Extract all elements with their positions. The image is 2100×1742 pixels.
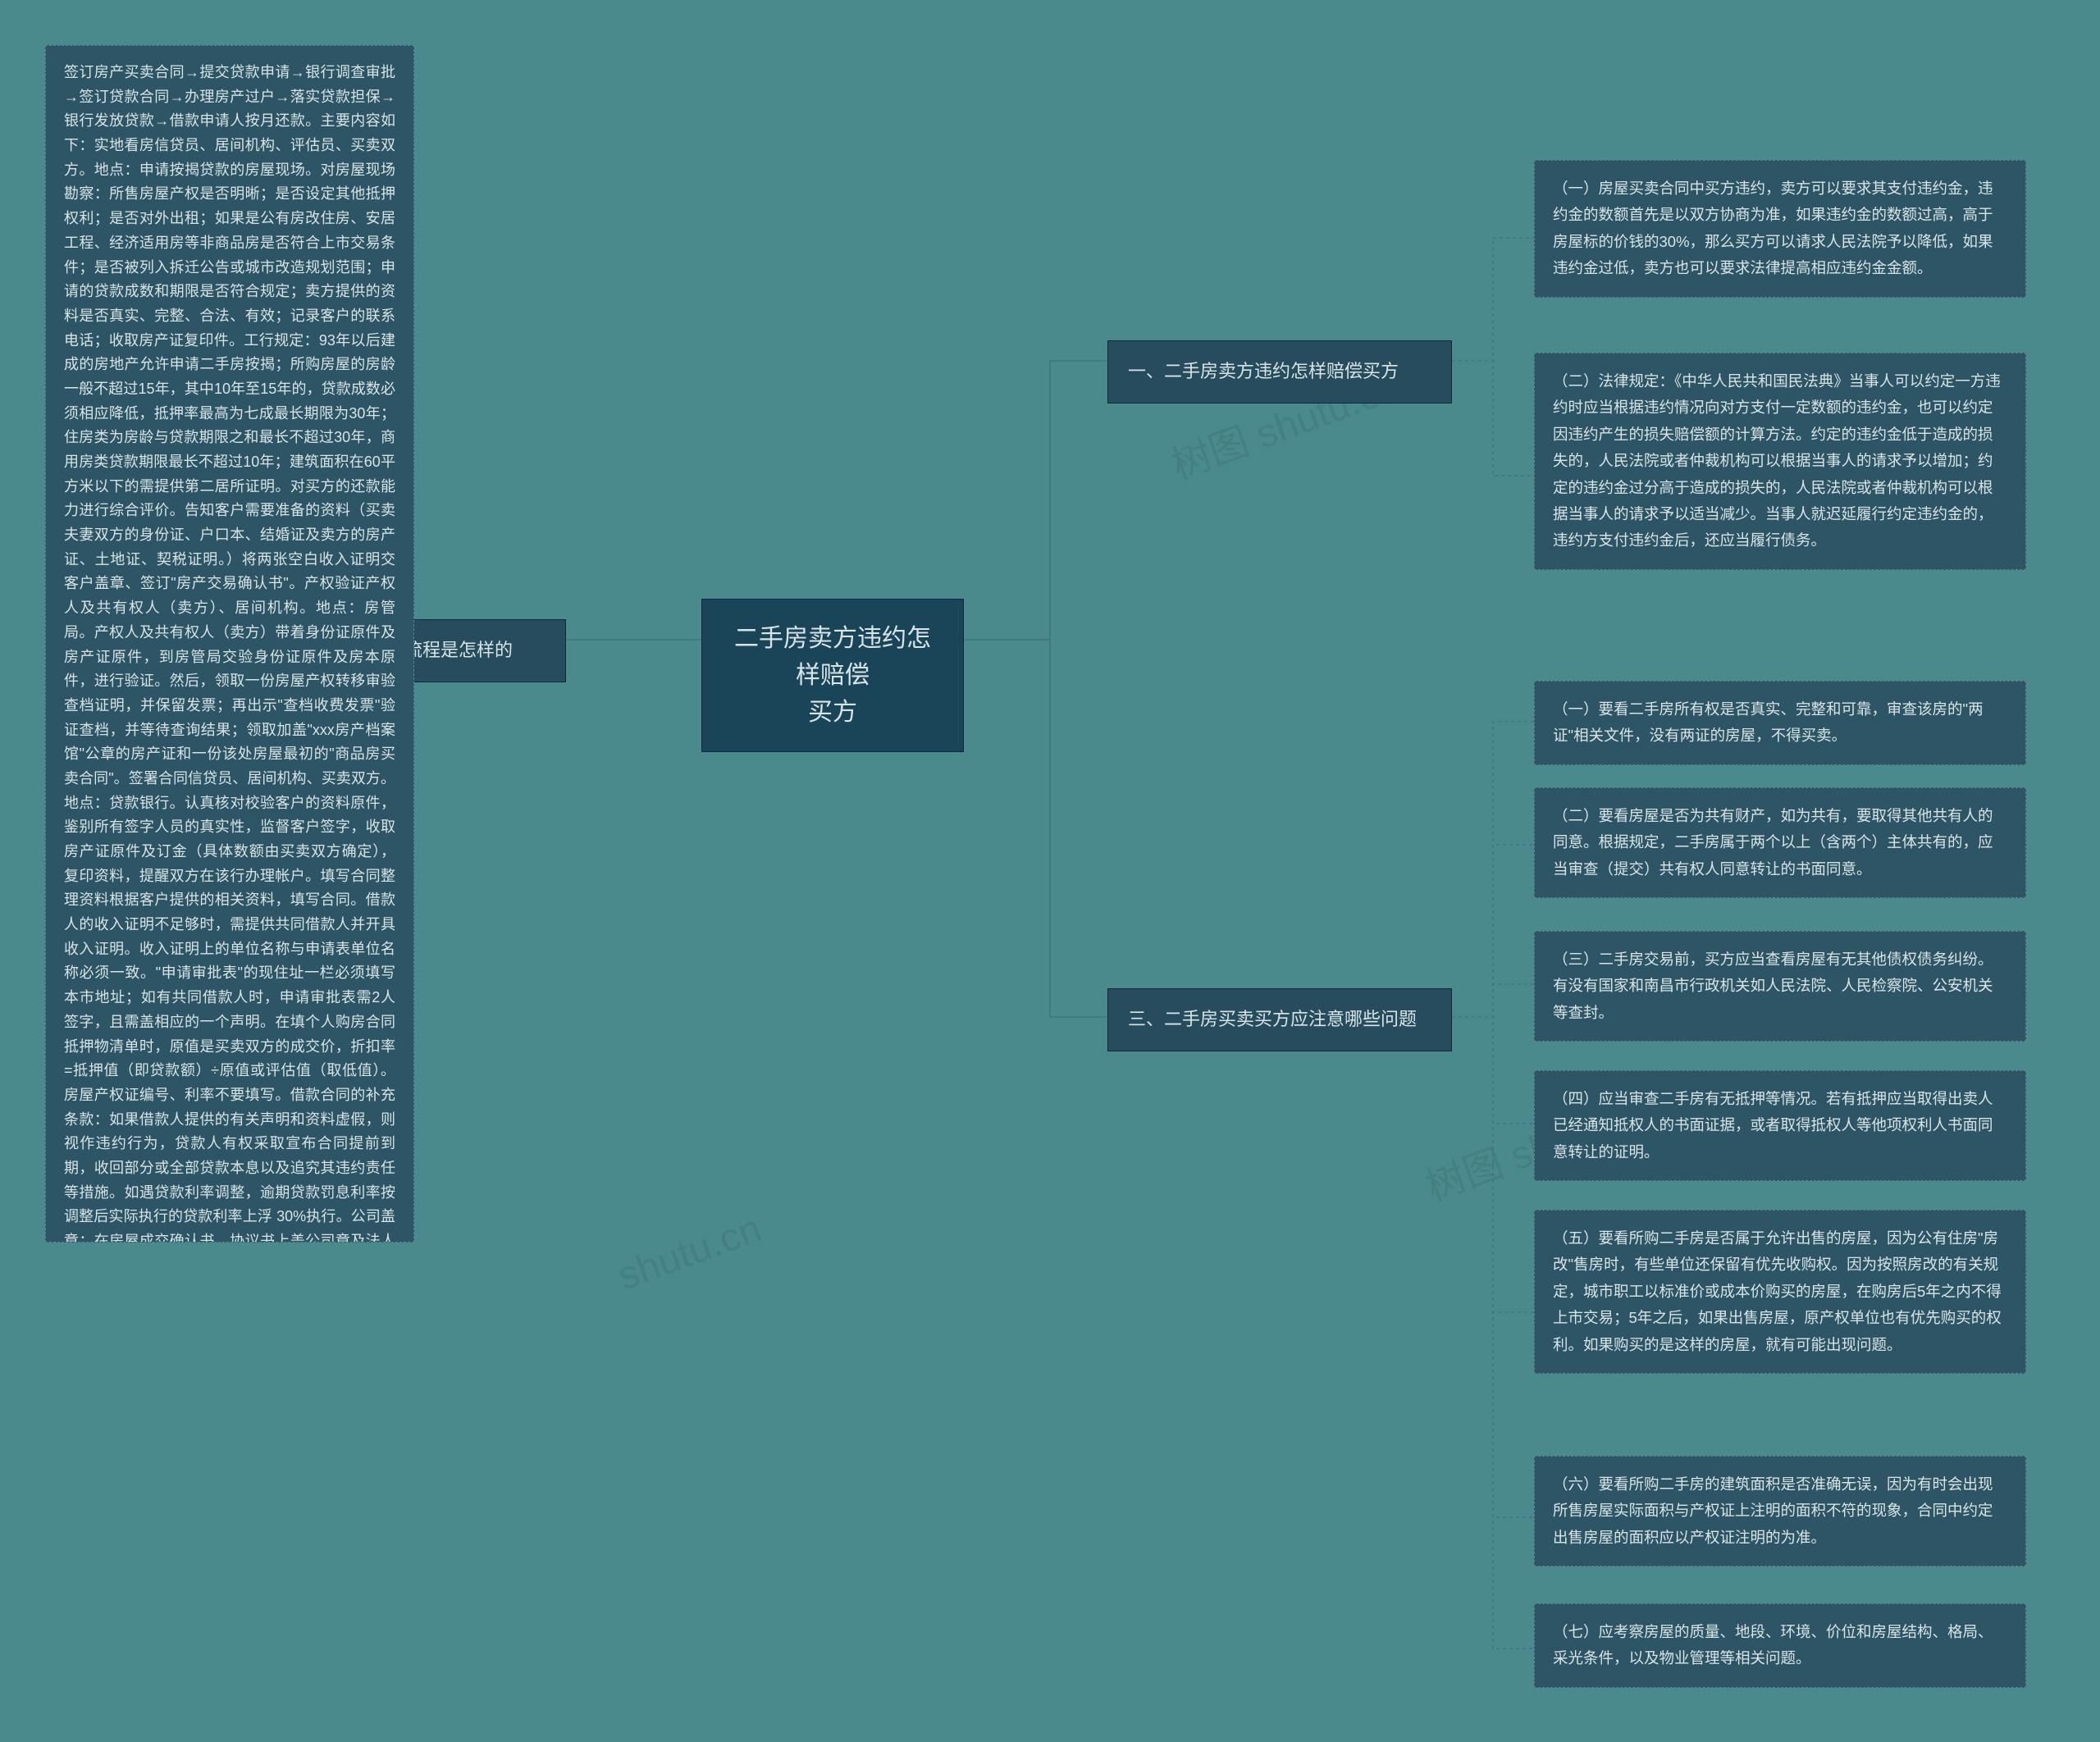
- branch1-leaf1: （一）房屋买卖合同中买方违约，卖方可以要求其支付违约金，违约金的数额首先是以双方…: [1534, 160, 2026, 298]
- branch3-leaf3: （三）二手房交易前，买方应当查看房屋有无其他债权债务纠纷。有没有国家和南昌市行政…: [1534, 931, 2026, 1042]
- branch3-leaf5: （五）要看所购二手房是否属于允许出售的房屋，因为公有住房"房改"售房时，有些单位…: [1534, 1210, 2026, 1374]
- branch3-leaf4: （四）应当审查二手房有无抵押等情况。若有抵押应当取得出卖人已经通知抵权人的书面证…: [1534, 1070, 2026, 1181]
- branch-1: 一、二手房卖方违约怎样赔偿买方: [1107, 340, 1452, 404]
- branch-3: 三、二手房买卖买方应注意哪些问题: [1107, 988, 1452, 1051]
- branch3-leaf6: （六）要看所购二手房的建筑面积是否准确无误，因为有时会出现所售房屋实际面积与产权…: [1534, 1456, 2026, 1566]
- branch3-leaf2: （二）要看房屋是否为共有财产，如为共有，要取得其他共有人的同意。根据规定，二手房…: [1534, 787, 2026, 898]
- central-title-line2: 买方: [727, 694, 938, 731]
- branch3-title: 三、二手房买卖买方应注意哪些问题: [1128, 1009, 1417, 1029]
- branch1-leaf2: （二）法律规定：《中华人民共和国民法典》当事人可以约定一方违约时应当根据违约情况…: [1534, 353, 2026, 570]
- branch3-leaf1: （一）要看二手房所有权是否真实、完整和可靠，审查该房的"两证"相关文件，没有两证…: [1534, 681, 2026, 765]
- branch2-leaf: 签订房产买卖合同→提交贷款申请→银行调查审批→签订贷款合同→办理房产过户→落实贷…: [45, 45, 414, 1243]
- branch3-leaf7: （七）应考察房屋的质量、地段、环境、价位和房屋结构、格局、采光条件，以及物业管理…: [1534, 1603, 2026, 1688]
- central-title-line1: 二手房卖方违约怎样赔偿: [727, 620, 938, 694]
- watermark: shutu.cn: [612, 1206, 767, 1300]
- central-node: 二手房卖方违约怎样赔偿 买方: [701, 599, 964, 752]
